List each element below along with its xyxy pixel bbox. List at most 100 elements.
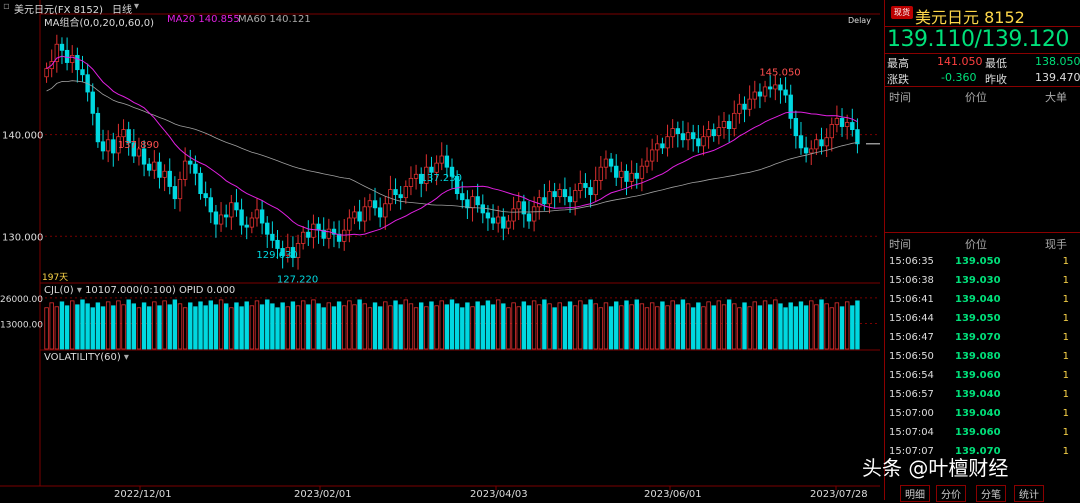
candle-body — [634, 172, 639, 179]
volume-bar — [116, 300, 121, 350]
chevron-down-icon[interactable]: ▾ — [120, 352, 129, 363]
volume-bar — [280, 302, 285, 350]
volume-bar — [223, 303, 229, 350]
candle-body — [814, 139, 819, 150]
candle-body — [449, 166, 455, 177]
tab-detail[interactable]: 明细 — [900, 485, 930, 502]
candle-body — [485, 212, 491, 219]
candle-body — [213, 211, 219, 225]
volume-bar — [141, 302, 147, 350]
volume-bar — [177, 303, 183, 350]
volume-bar — [75, 304, 80, 350]
change-prev-row: 涨跌 -0.360 昨收 139.470 — [885, 70, 1080, 86]
tick-price: 139.030 — [955, 275, 1001, 286]
tick-row[interactable]: 15:07:04 139.060 1 — [885, 424, 1080, 443]
ma-combo-label[interactable]: MA组合(0,0,20,0,60,0) — [44, 18, 155, 29]
col-price: 价位 — [965, 91, 987, 104]
volume-bar — [362, 303, 367, 350]
tick-time: 15:07:04 — [889, 427, 934, 438]
volume-bar — [470, 306, 475, 350]
ma20-line — [46, 55, 858, 236]
candle-body — [141, 148, 147, 165]
volume-bar — [249, 305, 255, 350]
tick-time: 15:06:35 — [889, 256, 934, 267]
candle-body — [367, 200, 373, 208]
volume-bar — [429, 301, 434, 350]
price-annotation: 145.050 — [759, 67, 800, 78]
volume-bar — [737, 307, 742, 350]
candle-body — [126, 129, 131, 144]
chevron-down-icon[interactable]: ▾ — [73, 285, 86, 296]
watermark: 头条 @叶檀财经 — [862, 456, 1009, 480]
candle-body — [465, 199, 470, 209]
candle-body — [70, 55, 75, 63]
x-tick-label: 2023/02/01 — [294, 489, 352, 500]
tick-row[interactable]: 15:06:57 139.040 1 — [885, 386, 1080, 405]
cjl-label[interactable]: CJL(0) — [44, 285, 74, 296]
candle-body — [752, 91, 757, 100]
chart-top-bar: ▫ 美元日元(FX 8152) 日线 ▾ — [0, 0, 880, 16]
volume-bar — [290, 301, 296, 350]
volume-bar — [439, 300, 444, 350]
candle-body — [521, 201, 527, 215]
tick-price: 139.040 — [955, 408, 1001, 419]
candle-body — [537, 197, 542, 208]
tick-row[interactable]: 15:06:47 139.070 1 — [885, 329, 1080, 348]
tick-volume: 1 — [1062, 351, 1069, 362]
volume-bar — [809, 300, 814, 350]
kline-chart-area[interactable]: 140.000 130.000 127.220 137.890 129.630 145.0… — [0, 0, 880, 500]
tab-tick-split[interactable]: 分笔 — [976, 485, 1006, 502]
tab-statistics[interactable]: 统计 — [1014, 485, 1044, 502]
tick-volume: 1 — [1062, 275, 1069, 286]
period-label[interactable]: 日线 — [112, 5, 132, 16]
candle-body — [788, 94, 793, 119]
candle-body — [393, 189, 398, 196]
tick-row[interactable]: 15:07:00 139.040 1 — [885, 405, 1080, 424]
candle-body — [552, 191, 557, 198]
candle-body — [567, 196, 573, 203]
candle-body — [311, 223, 316, 238]
tick-row[interactable]: 15:06:44 139.050 1 — [885, 310, 1080, 329]
volatility-name[interactable]: VOLATILITY(60) — [44, 352, 121, 363]
volume-bar — [624, 300, 629, 350]
volume-bar — [475, 301, 480, 350]
volume-bar — [193, 306, 198, 350]
candle-body — [157, 161, 162, 178]
volume-bar — [803, 305, 809, 350]
volume-bar — [619, 305, 624, 350]
tab-price-split[interactable]: 分价 — [936, 485, 966, 502]
volume-bar — [788, 302, 793, 350]
tick-row[interactable]: 15:06:35 139.050 1 — [885, 253, 1080, 272]
volume-bar — [311, 299, 316, 350]
symbol-label[interactable]: 美元日元(FX 8152) — [14, 5, 104, 16]
candle-body — [834, 118, 840, 125]
kline-chart-svg[interactable]: 140.000 130.000 127.220 137.890 129.630 145.0… — [0, 0, 880, 500]
candle-body — [639, 165, 645, 179]
price-annotation: 137.890 — [118, 140, 159, 151]
volume-bar — [850, 305, 855, 350]
chevron-down-icon[interactable]: ▾ — [134, 1, 140, 12]
volume-bar — [824, 303, 829, 350]
tick-row[interactable]: 15:06:38 139.030 1 — [885, 272, 1080, 291]
volume-bar — [64, 305, 70, 350]
volume-bar — [295, 305, 301, 350]
tick-row[interactable]: 15:06:41 139.040 1 — [885, 291, 1080, 310]
tick-volume: 1 — [1062, 294, 1069, 305]
candle-body — [844, 122, 850, 127]
candle-body — [439, 155, 444, 164]
candle-body — [177, 178, 183, 200]
volume-bar — [398, 304, 403, 350]
volume-bar — [767, 304, 773, 350]
candle-body — [383, 203, 388, 218]
candle-body — [321, 229, 326, 239]
candle-body — [131, 142, 137, 157]
candle-body — [624, 170, 629, 182]
tick-volume: 1 — [1062, 389, 1069, 400]
candle-body — [229, 202, 234, 218]
spot-badge: 现货 — [891, 6, 913, 19]
candle-body — [388, 189, 393, 205]
tick-row[interactable]: 15:07:07 139.070 1 — [885, 443, 1080, 462]
tick-row[interactable]: 15:06:54 139.060 1 — [885, 367, 1080, 386]
tick-row[interactable]: 15:06:50 139.080 1 — [885, 348, 1080, 367]
candle-body — [701, 136, 706, 147]
